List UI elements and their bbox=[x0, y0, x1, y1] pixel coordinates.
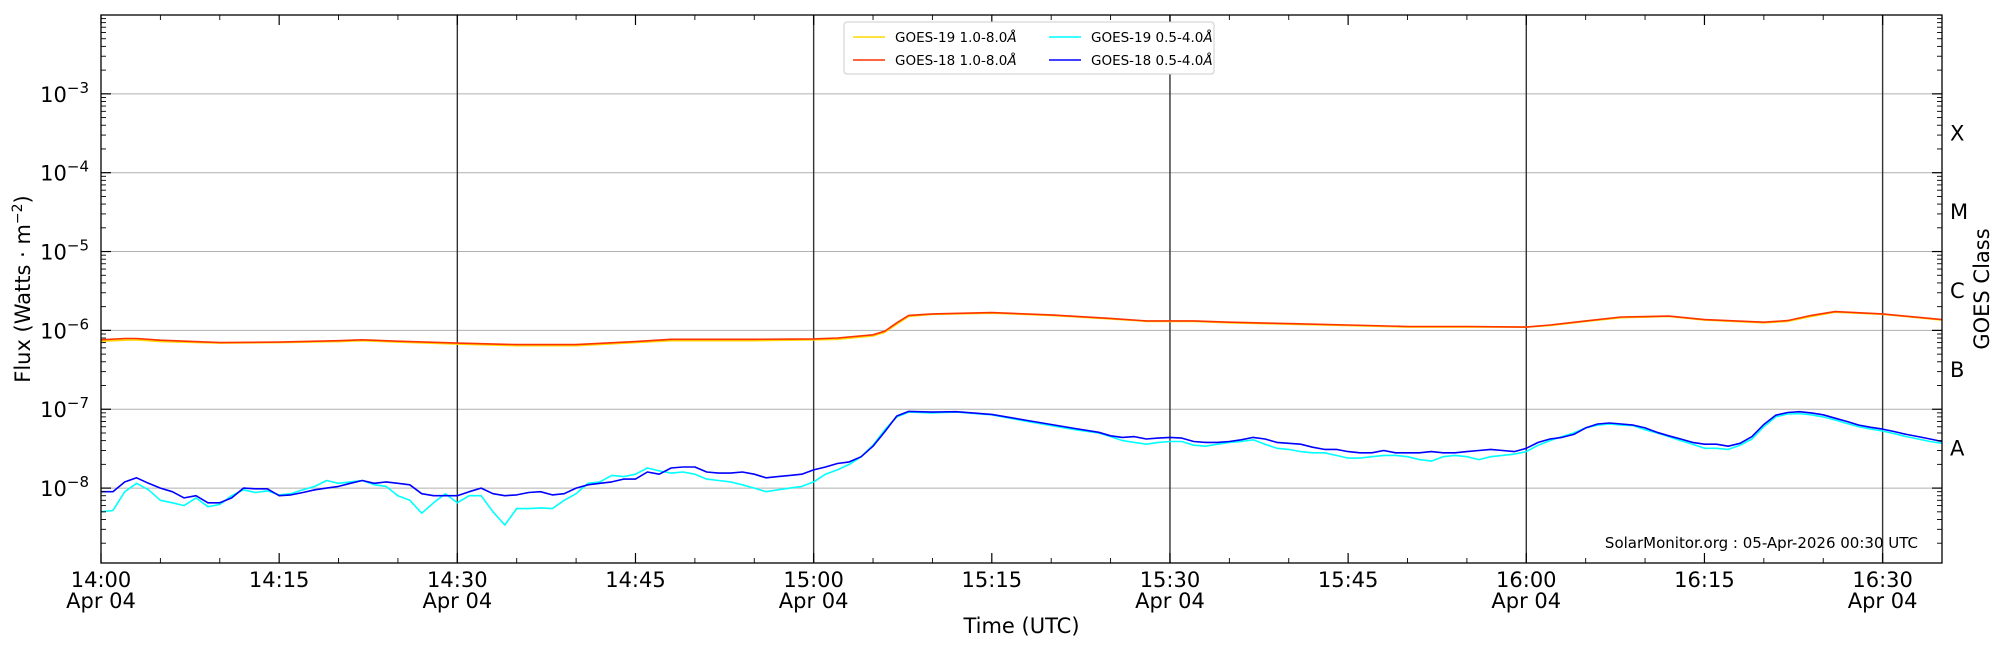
x-tick-label-time: 15:30 bbox=[1140, 568, 1201, 592]
y-tick-label: 10−7 bbox=[40, 394, 89, 422]
credit-text: SolarMonitor.org : 05-Apr-2026 00:30 UTC bbox=[1605, 534, 1918, 552]
plot-frame bbox=[100, 14, 1943, 564]
x-tick-label-time: 16:15 bbox=[1674, 568, 1735, 592]
y-tick-label: 10−8 bbox=[40, 473, 89, 501]
vertical-day-lines bbox=[456, 15, 1884, 563]
legend-items: GOES-19 1.0-8.0Å GOES-18 1.0-8.0Å GOES-19 … bbox=[853, 29, 1213, 69]
y-axis-title-exponent: −2 bbox=[10, 203, 26, 224]
y-tick-label: 10−6 bbox=[40, 315, 89, 343]
x-tick-label-time: 14:45 bbox=[605, 568, 666, 592]
legend-label: GOES-19 1.0-8.0Å bbox=[895, 29, 1017, 46]
x-tick-label-time: 14:30 bbox=[427, 568, 488, 592]
y-tick-label: 10−3 bbox=[40, 79, 89, 107]
x-axis-title: Time (UTC) bbox=[962, 614, 1079, 638]
goes-class-label: A bbox=[1950, 437, 1965, 461]
grid-layer bbox=[101, 93, 1942, 489]
x-tick-label-time: 14:15 bbox=[249, 568, 310, 592]
x-tick-label-date: Apr 04 bbox=[66, 589, 136, 613]
series-line bbox=[100, 411, 1943, 526]
x-tick-label-time: 15:15 bbox=[962, 568, 1023, 592]
goes-class-labels: X M C B A bbox=[1950, 121, 1968, 460]
goes-class-axis-title: GOES Class bbox=[1970, 228, 1994, 349]
tick-layer bbox=[100, 15, 1943, 563]
y-axis-title-close: ) bbox=[11, 195, 35, 203]
x-tick-label-time: 16:30 bbox=[1852, 568, 1913, 592]
legend: GOES-19 1.0-8.0Å GOES-18 1.0-8.0Å GOES-19 … bbox=[843, 21, 1215, 75]
series-line bbox=[100, 310, 1943, 346]
legend-label: GOES-18 0.5-4.0Å bbox=[1091, 52, 1213, 69]
x-tick-label-date: Apr 04 bbox=[779, 589, 849, 613]
x-tick-label-time: 15:45 bbox=[1318, 568, 1379, 592]
goes-class-label: M bbox=[1950, 200, 1968, 224]
y-tick-label: 10−5 bbox=[40, 237, 89, 265]
goes-class-label: B bbox=[1950, 358, 1964, 382]
legend-box bbox=[843, 21, 1215, 75]
x-tick-label-time: 15:00 bbox=[783, 568, 844, 592]
series-layer bbox=[100, 310, 1943, 526]
y-tick-labels: 10−8 10−7 10−6 10−5 10−4 10−3 bbox=[40, 79, 89, 501]
x-tick-label-date: Apr 04 bbox=[1848, 589, 1918, 613]
legend-label: GOES-19 0.5-4.0Å bbox=[1091, 29, 1213, 46]
y-tick-label: 10−4 bbox=[40, 158, 89, 186]
x-tick-label-date: Apr 04 bbox=[422, 589, 492, 613]
legend-label: GOES-18 1.0-8.0Å bbox=[895, 52, 1017, 69]
x-tick-label-date: Apr 04 bbox=[1135, 589, 1205, 613]
series-line bbox=[101, 410, 1943, 504]
y-axis-title-main: Flux (Watts · m bbox=[11, 224, 35, 383]
x-tick-label-time: 14:00 bbox=[71, 568, 132, 592]
x-tick-label-date: Apr 04 bbox=[1491, 589, 1561, 613]
goes-class-label: X bbox=[1950, 121, 1964, 145]
goes-class-label: C bbox=[1950, 279, 1965, 303]
y-axis-title: Flux (Watts · m−2) bbox=[10, 195, 35, 383]
x-tick-label-time: 16:00 bbox=[1496, 568, 1557, 592]
